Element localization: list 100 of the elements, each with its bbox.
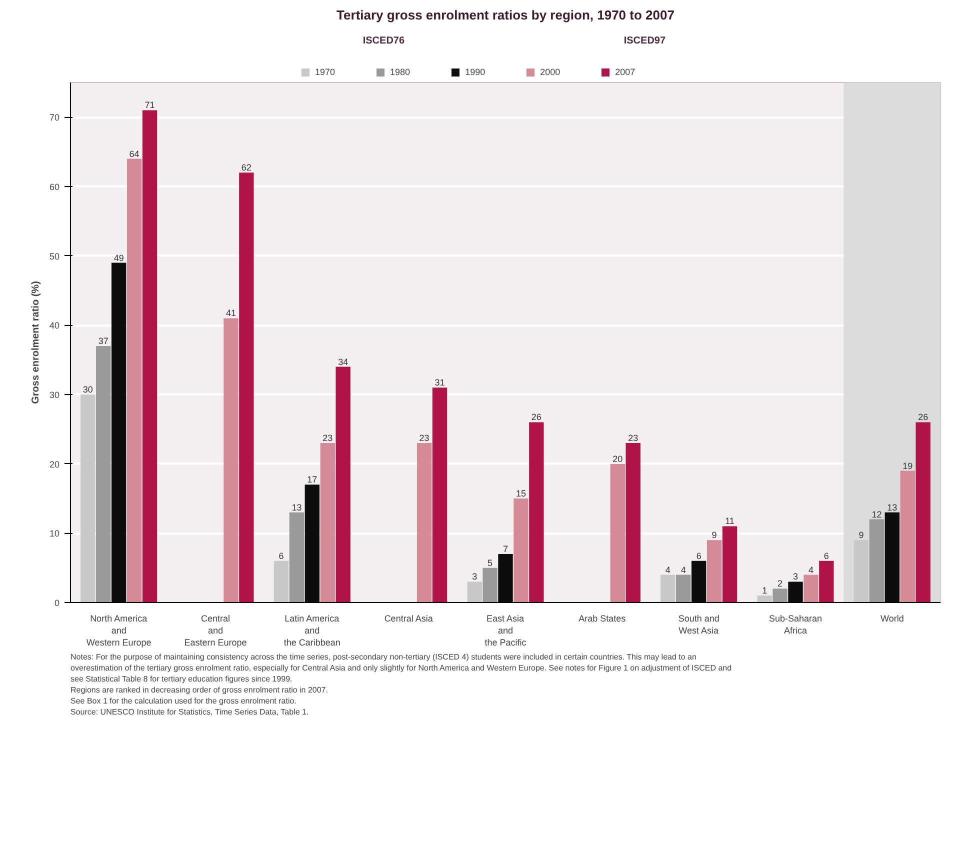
bar [757, 596, 772, 602]
bar [626, 443, 640, 602]
data-label: 5 [488, 558, 493, 568]
bar [320, 443, 335, 602]
bar [706, 540, 722, 602]
bar [498, 554, 513, 602]
data-label: 64 [129, 148, 140, 159]
bar [660, 574, 676, 602]
data-label: 6 [696, 550, 702, 561]
legend-label: 1990 [465, 67, 486, 77]
data-label: 23 [419, 433, 430, 444]
bar [239, 172, 254, 602]
bar [289, 512, 304, 602]
data-label: 31 [434, 378, 445, 388]
y-tick-label: 20 [49, 459, 60, 470]
bar [80, 394, 96, 602]
bar [610, 464, 625, 602]
data-label: 6 [824, 550, 829, 561]
text: Regions are ranked in decreasing order of gross enrolment ratio in 2007. [70, 686, 328, 694]
data-label: 41 [226, 308, 236, 318]
data-label: 23 [322, 433, 333, 444]
data-label: 26 [918, 412, 928, 422]
x-tick-label: Latin America and the Caribbean [284, 614, 340, 648]
text: ISCED97 [624, 36, 666, 46]
text: ISCED76 [362, 36, 405, 46]
bar [819, 560, 834, 602]
y-tick-label: 30 [49, 390, 60, 400]
data-label: 17 [307, 474, 318, 485]
y-tick-label: 40 [49, 320, 60, 331]
bar [304, 484, 320, 602]
data-label: 9 [858, 530, 864, 540]
data-label: 26 [531, 412, 542, 422]
data-label: 37 [98, 336, 108, 346]
bar [224, 318, 238, 602]
data-label: 49 [114, 252, 124, 263]
bar [900, 470, 915, 602]
bar [772, 588, 788, 602]
bar [691, 560, 706, 602]
bar [432, 388, 448, 602]
bar [416, 443, 432, 602]
source-note: Source: UNESCO Institute for Statistics, Time Series Data, Table 1. [70, 708, 309, 716]
data-label: 4 [665, 564, 670, 575]
data-label: 6 [278, 550, 284, 561]
y-tick-label: 60 [49, 182, 60, 192]
bar [467, 582, 482, 602]
bar [111, 262, 126, 602]
legend-label: 2000 [540, 67, 560, 77]
x-tick-label: Central Asia [384, 614, 433, 624]
bar [722, 526, 738, 602]
bar [869, 519, 884, 602]
x-tick-label: Sub-Saharan Africa [768, 614, 822, 636]
data-label: 4 [680, 564, 686, 575]
data-label: 7 [502, 544, 508, 554]
data-label: 71 [144, 100, 155, 110]
bar [788, 582, 803, 602]
legend-label: 1980 [390, 67, 410, 77]
x-tick-label: Arab States [578, 614, 626, 624]
text: Notes: For the purpose of maintaining consistency across the time series, post-secondary non-tertiary (ISCED 4) students were included in certain countries. This may lead to an overestimation of the tertiary gross enrolment ratio, especially for Central Asia and only slightly for North America and Western Europe. See notes for Figure 1 on adjustment of ISCED and see Statistical Table 8 for tertiary education figures since 1999. [70, 652, 732, 684]
bar [96, 346, 111, 602]
y-tick-label: 50 [49, 251, 60, 262]
data-label: 20 [612, 454, 623, 464]
y-tick-label: 70 [49, 112, 60, 123]
legend-label: 1970 [315, 67, 336, 77]
data-label: 2 [778, 578, 783, 589]
data-label: 11 [725, 516, 734, 526]
bar [142, 110, 158, 602]
data-label: 4 [808, 564, 814, 575]
data-label: 23 [628, 433, 638, 444]
data-label: 30 [82, 384, 93, 394]
bar [916, 422, 930, 602]
data-label: 3 [792, 572, 798, 582]
data-label: 19 [902, 460, 913, 471]
y-tick-label: 10 [49, 528, 60, 539]
bar [514, 498, 528, 602]
x-tick-label: East Asia and the Pacific [484, 614, 527, 648]
bar [274, 560, 289, 602]
bar [126, 158, 142, 602]
bar [804, 574, 818, 602]
bar [884, 512, 900, 602]
text: See Box 1 for the calculation used for the gross enrolment ratio. [70, 696, 296, 706]
chart-title: Tertiary gross enrolment ratios by region, 1970 to 2007 [336, 8, 674, 22]
data-label: 3 [472, 572, 478, 582]
x-tick-label: South and West Asia [678, 614, 720, 636]
bar [336, 366, 350, 602]
bar [529, 422, 544, 602]
y-axis-title: Gross enrolment ratio (%) [30, 281, 42, 404]
bar [482, 568, 498, 602]
x-tick-label: North America and Western Europe [86, 614, 152, 648]
legend-label: 2007 [615, 67, 636, 77]
data-label: 34 [338, 356, 348, 367]
bar [676, 574, 691, 602]
y-tick-label: 0 [54, 598, 60, 608]
data-label: 1 [762, 586, 768, 596]
data-label: 13 [292, 502, 302, 512]
data-label: 9 [712, 530, 717, 540]
x-tick-label: Central and Eastern Europe [184, 614, 247, 648]
data-label: 12 [872, 509, 882, 520]
data-label: 15 [516, 488, 526, 498]
data-label: 13 [887, 502, 898, 512]
data-label: 62 [241, 162, 252, 173]
